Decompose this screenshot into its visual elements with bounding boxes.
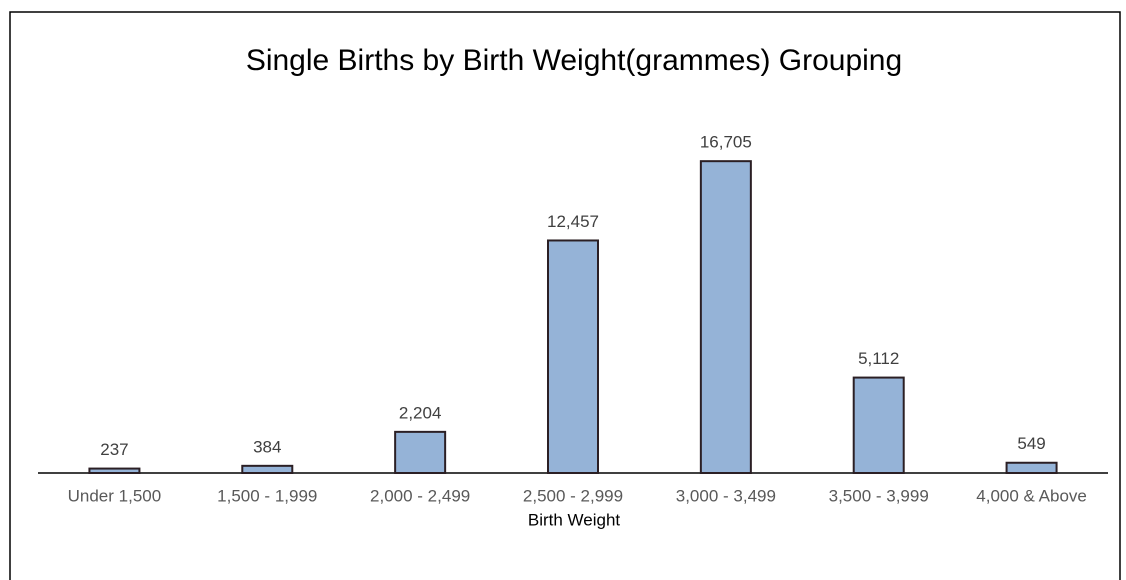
bar: [852, 376, 905, 474]
bar: [241, 464, 294, 475]
data-label: 549: [1017, 434, 1045, 453]
bar: [547, 239, 599, 474]
bar: [88, 467, 141, 474]
x-tick-label: 4,000 & Above: [976, 486, 1087, 505]
x-tick-label: Under 1,500: [68, 486, 162, 505]
data-label: 16,705: [700, 133, 752, 152]
x-tick-label: 3,000 - 3,499: [676, 486, 776, 505]
x-axis-title: Birth Weight: [528, 510, 621, 529]
data-label: 237: [100, 440, 128, 459]
x-tick-label: 2,000 - 2,499: [370, 486, 470, 505]
data-label: 384: [253, 437, 281, 456]
bar: [394, 430, 447, 475]
data-label: 5,112: [858, 349, 899, 368]
x-tick-label: 2,500 - 2,999: [523, 486, 623, 505]
bar: [699, 160, 752, 474]
x-tick-label: 1,500 - 1,999: [217, 486, 317, 505]
data-label: 2,204: [399, 403, 442, 422]
x-tick-label: 3,500 - 3,999: [829, 486, 929, 505]
bar: [1005, 461, 1058, 475]
data-label: 12,457: [547, 212, 599, 231]
chart-title: Single Births by Birth Weight(grammes) G…: [246, 44, 902, 77]
